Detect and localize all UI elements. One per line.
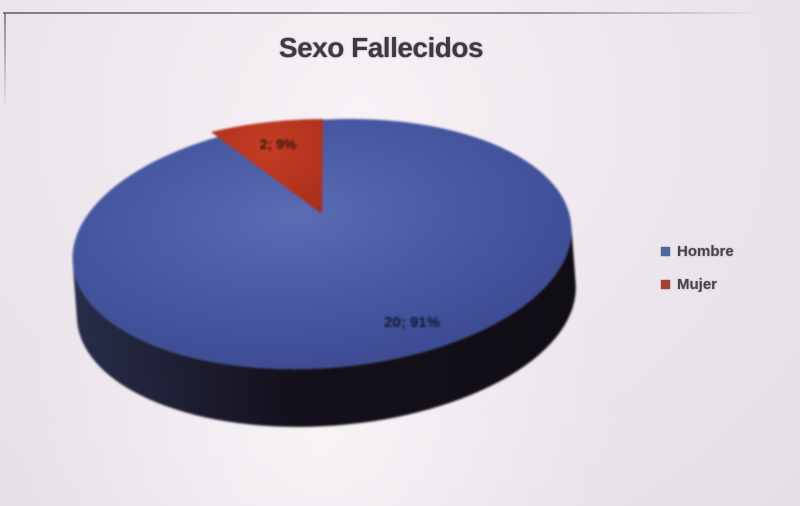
legend-label-hombre: Hombre [677,243,734,260]
legend-item-mujer: Mujer [661,276,734,293]
slide-frame-left-line [4,13,6,109]
legend-label-mujer: Mujer [677,276,718,293]
pie-label-mujer: 2; 9% [260,136,297,152]
pie-slice-mujer [211,119,323,214]
legend-item-hombre: Hombre [661,243,734,260]
chart-legend: Hombre Mujer [661,243,734,293]
legend-swatch-hombre-icon [661,247,670,256]
pie-label-hombre: 20; 91% [384,314,440,331]
chart-title: Sexo Fallecidos [278,32,484,63]
pie-3d-side [72,225,576,427]
legend-swatch-mujer-icon [661,280,670,289]
pie-slice-hombre [72,118,572,370]
slide-frame-top-line [3,12,765,14]
